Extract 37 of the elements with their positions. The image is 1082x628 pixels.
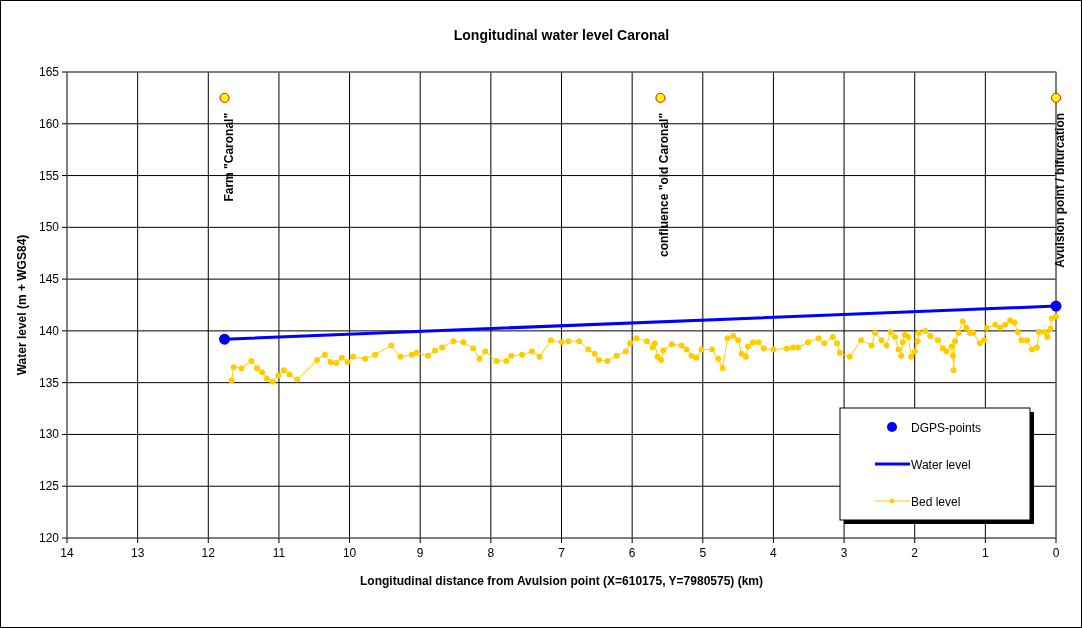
x-tick-label: 13 bbox=[130, 546, 145, 560]
x-tick-label: 5 bbox=[699, 546, 707, 560]
x-tick-label: 9 bbox=[416, 546, 424, 560]
y-tick-label: 165 bbox=[38, 65, 60, 79]
y-tick-label: 145 bbox=[38, 272, 60, 287]
y-tick-label: 130 bbox=[38, 427, 60, 442]
x-tick-label: 8 bbox=[487, 546, 495, 560]
y-tick-label: 135 bbox=[38, 375, 60, 390]
annotation: confluence "old Caronal" bbox=[657, 112, 672, 257]
x-tick-label: 3 bbox=[840, 546, 848, 560]
y-tick-label: 155 bbox=[38, 168, 60, 183]
x-tick-label: 10 bbox=[342, 546, 357, 560]
point bbox=[1051, 92, 1061, 103]
y-tick-label: 125 bbox=[38, 479, 60, 494]
y-axis-title: Water level (m + WGS84) bbox=[15, 234, 29, 376]
x-tick-label: 11 bbox=[272, 546, 286, 560]
annotation: Avulsion point / bifurcation bbox=[1053, 112, 1067, 268]
legend-label: Bed level bbox=[911, 495, 961, 509]
y-tick-label: 120 bbox=[38, 531, 60, 545]
y-tick-label: 140 bbox=[38, 323, 60, 338]
legend-label: DGPS-points bbox=[911, 421, 982, 435]
x-tick-label: 12 bbox=[201, 546, 216, 560]
annotation: Farm "Caronal" bbox=[221, 112, 236, 202]
x-tick-label: 14 bbox=[60, 546, 74, 560]
x-tick-label: 0 bbox=[1052, 546, 1060, 560]
chart-title: Longitudinal water level Caronal bbox=[453, 27, 670, 43]
x-tick-label: 1 bbox=[982, 546, 990, 560]
x-tick-label: 2 bbox=[911, 546, 919, 560]
y-tick-label: 160 bbox=[38, 116, 60, 131]
x-axis-title: Longitudinal distance from Avulsion point (X=610175, Y=7980575) (km) bbox=[359, 574, 764, 588]
y-tick-label: 150 bbox=[38, 220, 60, 235]
x-tick-label: 4 bbox=[770, 546, 778, 560]
point bbox=[655, 92, 666, 103]
x-tick-label: 7 bbox=[558, 546, 566, 560]
legend-label: Water level bbox=[911, 458, 971, 472]
point bbox=[219, 92, 230, 103]
x-tick-label: 6 bbox=[628, 546, 636, 560]
